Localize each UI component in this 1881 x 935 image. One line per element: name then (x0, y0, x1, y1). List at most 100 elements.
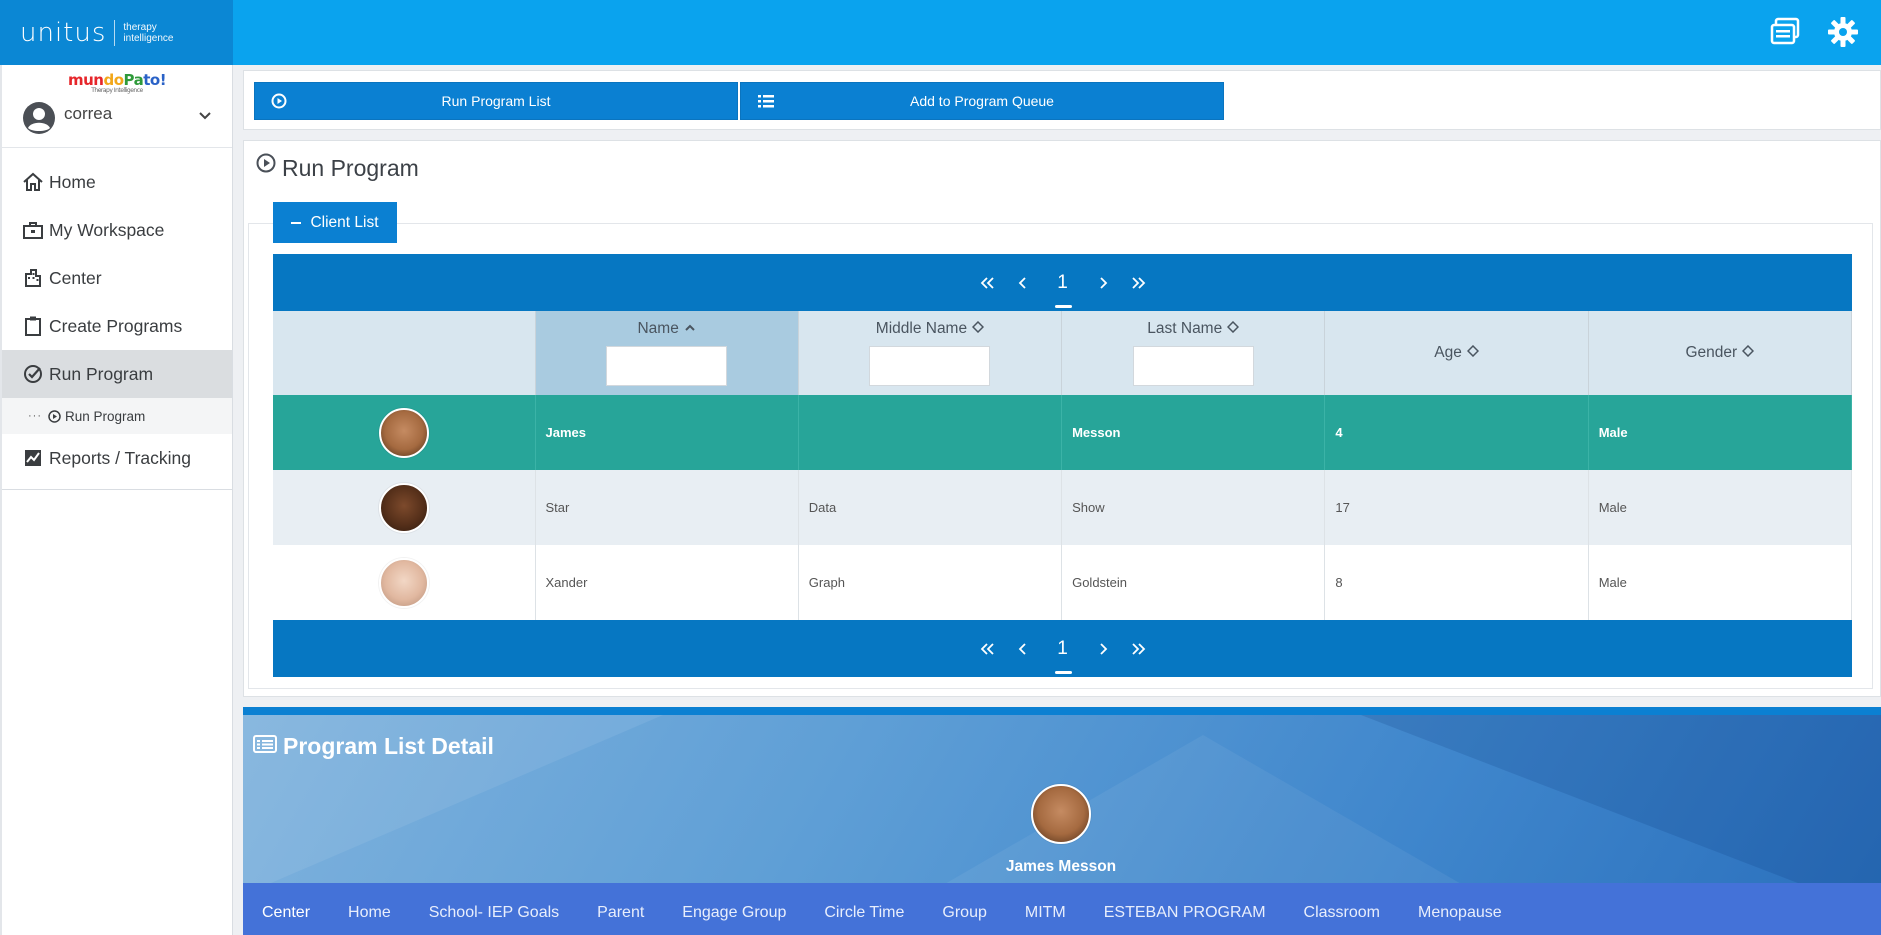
page-title-text: Run Program (282, 155, 419, 181)
last-name-cell: Messon (1061, 395, 1326, 470)
settings-gear-icon[interactable] (1825, 14, 1861, 50)
brand-tagline: therapy intelligence (123, 22, 173, 44)
check-circle-icon (22, 363, 44, 385)
column-header-age[interactable]: Age (1324, 311, 1589, 395)
sidebar-item-label: Create Programs (49, 315, 183, 336)
section-title-text: Program List Detail (283, 733, 494, 759)
sidebar-item-reports-tracking[interactable]: Reports / Tracking (2, 434, 232, 482)
column-header-name[interactable]: Name (535, 311, 799, 395)
photo-cell (273, 470, 536, 545)
chevron-down-icon[interactable] (198, 108, 212, 126)
program-list-detail: Program List Detail James Messon Center … (243, 707, 1881, 935)
client-avatar (378, 557, 429, 608)
column-header-photo (273, 311, 536, 395)
tab-classroom[interactable]: Classroom (1303, 904, 1381, 921)
middle-name-filter-input[interactable] (869, 346, 991, 386)
column-header-gender[interactable]: Gender (1588, 311, 1853, 395)
program-tabs: Center Home School- IEP Goals Parent Eng… (243, 883, 1881, 935)
program-queue-icon[interactable] (1767, 14, 1803, 50)
play-circle-icon (271, 93, 289, 111)
name-filter-input[interactable] (606, 346, 728, 386)
tab-mitm[interactable]: MITM (1024, 904, 1066, 921)
top-pager: 1 (273, 254, 1852, 311)
brand-tagline-line1: therapy (123, 21, 157, 33)
tab-home[interactable]: Home (348, 904, 391, 921)
first-page-icon[interactable] (974, 270, 1000, 296)
action-bar: Run Program List Add to Program Queue (243, 70, 1881, 130)
last-page-icon[interactable] (1126, 270, 1152, 296)
chart-icon (22, 447, 44, 469)
subnav-item-run-program[interactable]: ··· Run Program (2, 398, 232, 434)
selected-client-name: James Messon (1005, 858, 1117, 875)
tab-parent[interactable]: Parent (597, 904, 645, 921)
sidebar-item-center[interactable]: Center (2, 254, 232, 302)
clipboard-icon (22, 315, 44, 337)
org-logo-part: mun (67, 71, 104, 89)
age-cell: 4 (1324, 395, 1589, 470)
middle-name-cell: Data (798, 470, 1063, 545)
sort-ascending-icon[interactable] (684, 320, 696, 338)
selected-client-avatar (1031, 784, 1091, 844)
page-number[interactable]: 1 (1046, 638, 1080, 674)
tab-esteban-program[interactable]: ESTEBAN PROGRAM (1103, 904, 1266, 921)
column-header-label: Last Name (1147, 320, 1223, 337)
table-row[interactable]: Star Data Show 17 Male (273, 470, 1853, 545)
sort-icon[interactable] (1227, 320, 1240, 338)
photo-cell (273, 545, 536, 620)
org-logo-tagline: Therapy Intelligence (91, 87, 143, 94)
column-header-label: Name (637, 320, 679, 337)
client-list-toggle-button[interactable]: Client List (273, 202, 397, 243)
sidebar-item-label: Reports / Tracking (49, 447, 191, 468)
background-decoration (1361, 715, 1881, 915)
sidebar-item-label: Run Program (49, 363, 154, 384)
sidebar: mundoPato! Therapy Intelligence correa H… (0, 65, 233, 935)
brand-tagline-line2: intelligence (123, 32, 174, 44)
org-logo-part: to! (143, 71, 167, 89)
list-card-icon (253, 733, 277, 760)
tab-school-iep-goals[interactable]: School- IEP Goals (428, 904, 560, 921)
sidebar-item-home[interactable]: Home (2, 158, 232, 206)
gender-cell: Male (1588, 395, 1853, 470)
sidebar-item-label: Home (49, 171, 96, 192)
column-header-middle-name[interactable]: Middle Name (798, 311, 1063, 395)
run-program-list-button[interactable]: Run Program List (254, 82, 738, 120)
previous-page-icon[interactable] (1010, 270, 1036, 296)
previous-page-icon[interactable] (1010, 636, 1036, 662)
client-list-container (248, 223, 1873, 689)
add-to-program-queue-label: Add to Program Queue (910, 93, 1054, 109)
table-row[interactable]: James Messon 4 Male (273, 395, 1853, 470)
sidebar-item-my-workspace[interactable]: My Workspace (2, 206, 232, 254)
middle-name-cell: Graph (798, 545, 1063, 620)
sort-icon[interactable] (1466, 344, 1479, 362)
add-to-program-queue-button[interactable]: Add to Program Queue (740, 82, 1224, 120)
column-header-last-name[interactable]: Last Name (1061, 311, 1326, 395)
sort-icon[interactable] (1742, 344, 1755, 362)
age-cell: 8 (1324, 545, 1589, 620)
table-row[interactable]: Xander Graph Goldstein 8 Male (273, 545, 1853, 620)
next-page-icon[interactable] (1090, 270, 1116, 296)
last-page-icon[interactable] (1126, 636, 1152, 662)
run-program-list-label: Run Program List (441, 93, 551, 109)
sidebar-item-run-program[interactable]: Run Program (2, 350, 232, 398)
tab-engage-group[interactable]: Engage Group (682, 904, 787, 921)
tab-group[interactable]: Group (942, 904, 987, 921)
first-page-icon[interactable] (974, 636, 1000, 662)
next-page-icon[interactable] (1090, 636, 1116, 662)
column-header-label: Age (1434, 344, 1462, 361)
page-number[interactable]: 1 (1046, 272, 1080, 308)
tab-menopause[interactable]: Menopause (1418, 904, 1502, 921)
name-cell: Star (535, 470, 799, 545)
tab-circle-time[interactable]: Circle Time (824, 904, 905, 921)
bottom-pager: 1 (273, 620, 1852, 677)
background-decoration (243, 715, 663, 895)
column-header-label: Middle Name (875, 320, 968, 337)
user-menu[interactable]: correa (2, 94, 232, 148)
org-logo: mundoPato! Therapy Intelligence (2, 71, 232, 94)
brand-logo[interactable]: unitus therapy intelligence (0, 0, 233, 65)
list-icon (757, 93, 775, 111)
user-avatar-icon (22, 101, 56, 140)
sidebar-item-create-programs[interactable]: Create Programs (2, 302, 232, 350)
tab-center[interactable]: Center (243, 883, 329, 935)
last-name-filter-input[interactable] (1132, 346, 1254, 386)
sort-icon[interactable] (972, 320, 985, 338)
